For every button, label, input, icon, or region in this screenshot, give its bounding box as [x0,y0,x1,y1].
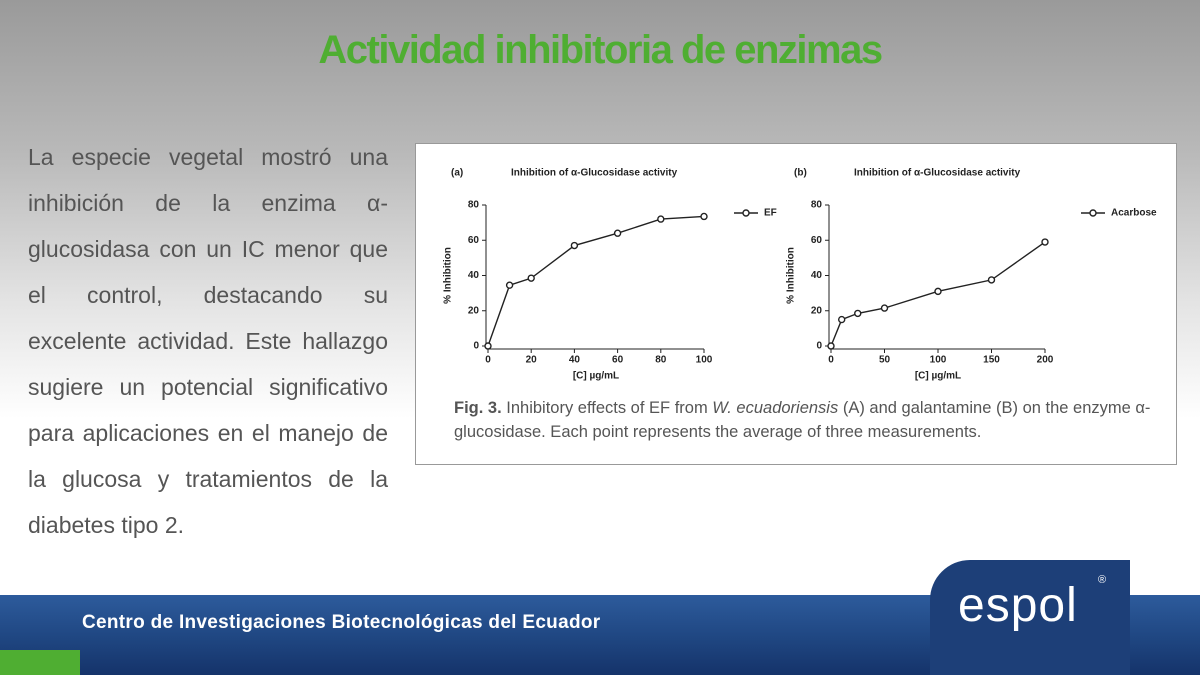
x-tick-label: 0 [828,355,834,366]
data-point [613,229,622,237]
y-tick-label: 20 [468,305,480,316]
data-point [827,342,835,350]
legend-marker [742,209,750,217]
x-tick-label: 20 [526,355,538,366]
slide-title: Actividad inhibitoria de enzimas [318,28,883,72]
y-tick-label: 0 [816,341,822,352]
x-axis-label: [C] µg/mL [573,371,619,382]
panel-label: (b) [794,168,807,179]
caption-label: Fig. 3. [454,399,502,417]
data-point [838,315,846,324]
data-point [527,274,535,282]
y-tick-label: 20 [811,305,823,316]
y-tick-label: 80 [468,200,480,211]
green-stripe [0,650,80,675]
x-tick-label: 100 [930,355,947,366]
data-line [487,215,705,347]
logo-text: espol [958,579,1078,632]
x-tick-label: 100 [696,355,713,366]
data-point [700,212,708,221]
x-tick-label: 150 [983,355,1000,366]
y-axis-label: % Inhibition [443,247,454,304]
y-tick-label: 0 [473,341,479,352]
panel-label: (a) [451,168,463,179]
y-tick-label: 40 [811,270,823,281]
legend-label: Acarbose [1111,208,1157,219]
x-tick-label: 0 [485,355,491,366]
caption-part: (A) and galantamine (B) on the enzyme α-… [454,399,1151,441]
data-point [987,276,996,284]
figure-charts: (a) Inhibition of α-Glucosidase activity 0… [443,168,1157,382]
logo-badge [930,560,1130,675]
x-tick-label: 40 [569,355,581,366]
legend-label: EF [764,208,777,219]
chart-title: Inhibition of α-Glucosidase activity [511,168,678,179]
y-tick-label: 60 [811,235,823,246]
data-point [854,309,862,318]
logo-mark: ® [1098,574,1107,586]
figure: (a) Inhibition of α-Glucosidase activity 0… [415,143,1177,465]
x-tick-label: 60 [612,355,624,366]
data-point [484,342,492,350]
x-axis-label: [C] µg/mL [915,371,961,382]
footer-text: Centro de Investigaciones Biotecnológica… [82,612,601,633]
data-point [1041,238,1049,246]
legend-marker [1089,209,1097,217]
data-point [934,287,942,296]
x-tick-label: 50 [879,355,891,366]
y-tick-label: 40 [468,270,480,281]
x-tick-label: 80 [655,355,667,366]
caption-part: Inhibitory effects of EF from [501,399,713,417]
y-axis-label: % Inhibition [786,247,797,304]
chart-title: Inhibition of α-Glucosidase activity [854,168,1021,179]
y-tick-label: 60 [468,235,480,246]
caption: Fig. 3. Inhibitory effects of EF from W.… [454,396,1154,444]
x-tick-label: 200 [1037,355,1054,366]
data-point [570,241,579,250]
y-tick-label: 80 [811,200,823,211]
data-point [657,215,665,223]
caption-species: W. ecuadoriensis [712,399,839,417]
body-part: La especie vegetal mostró una inhibición… [28,144,388,262]
body-part: menor que el control, destacando su exce… [28,236,388,538]
body-text: La especie vegetal mostró una inhibición… [28,134,388,548]
data-point [505,281,514,289]
data-point [880,304,889,312]
